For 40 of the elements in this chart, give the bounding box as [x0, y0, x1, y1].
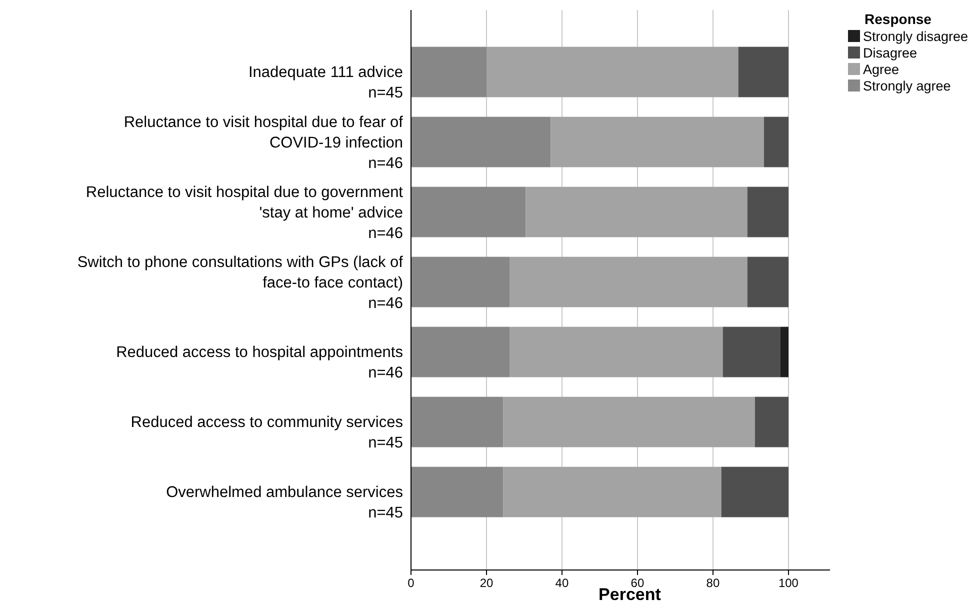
y-tick-label: Switch to phone consultations with GPs (lack of face-to face contact) n=46: [77, 254, 404, 312]
bar: [738, 46, 788, 98]
y-tick-label: Reduced access to community services n=45: [130, 414, 404, 452]
bar: [411, 326, 510, 378]
legend-label: Disagree: [863, 46, 918, 60]
bar: [526, 186, 748, 238]
bar: [722, 326, 780, 378]
bar: [411, 396, 504, 448]
legend-label: Strongly disagree: [863, 29, 968, 44]
bar: [510, 326, 723, 378]
bar: [411, 116, 551, 168]
bar: [754, 396, 788, 448]
y-tick-label: Reluctance to visit hospital due to fear of COVID-19 infection n=46: [124, 114, 404, 172]
x-tick-label: 60: [630, 576, 644, 590]
y-tick-label: Reluctance to visit hospital due to government 'stay at home' advice n=46: [86, 184, 404, 242]
bar: [721, 466, 788, 518]
bar: [503, 396, 755, 448]
bar: [486, 46, 738, 98]
x-tick-label: 20: [480, 576, 494, 590]
x-tick-label: 40: [555, 576, 569, 590]
bar: [510, 256, 748, 308]
bar: [550, 116, 764, 168]
bar: [747, 256, 788, 308]
bar: [411, 466, 504, 518]
legend-label: Agree: [863, 62, 900, 77]
x-tick-label: 100: [778, 576, 799, 590]
bar: [747, 186, 788, 238]
bar: [411, 256, 510, 308]
y-tick-label: Inadequate 111 advice n=45: [248, 64, 403, 102]
x-tick-label: 80: [706, 576, 720, 590]
x-tick-label: 0: [408, 576, 415, 590]
bar: [411, 186, 526, 238]
bar: [764, 116, 788, 168]
bar: [503, 466, 722, 518]
legend-title: Response: [864, 11, 932, 27]
legend-label: Strongly agree: [863, 78, 951, 94]
y-tick-label: Overwhelmed ambulance services n=45: [166, 484, 404, 522]
bar: [780, 326, 788, 378]
bar: [411, 46, 486, 98]
y-tick-label: Reduced access to hospital appointments n=46: [116, 344, 404, 382]
